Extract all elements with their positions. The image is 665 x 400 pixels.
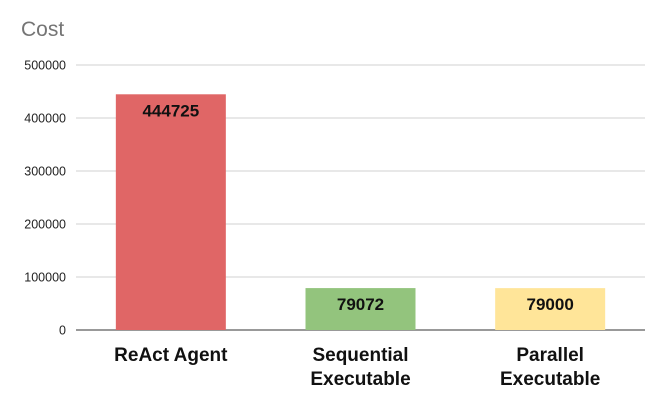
data-label: 444725 [142,101,199,120]
data-label: 79072 [337,295,384,314]
y-tick-label: 300000 [24,165,66,179]
chart-title: Cost [21,18,65,41]
x-tick-label: Sequential [312,345,408,366]
bar [495,288,606,330]
y-tick-label: 100000 [24,271,66,285]
data-label: 79000 [527,295,574,314]
y-tick-label: 500000 [24,59,66,73]
y-tick-label: 0 [59,324,66,338]
x-tick-label: Executable [310,369,410,390]
y-tick-label: 200000 [24,218,66,232]
x-tick-label: ReAct Agent [114,345,228,366]
bar [305,288,416,330]
bar [115,94,226,331]
y-tick-label: 400000 [24,112,66,126]
x-tick-label: Parallel [516,345,584,366]
x-tick-label: Executable [500,369,600,390]
